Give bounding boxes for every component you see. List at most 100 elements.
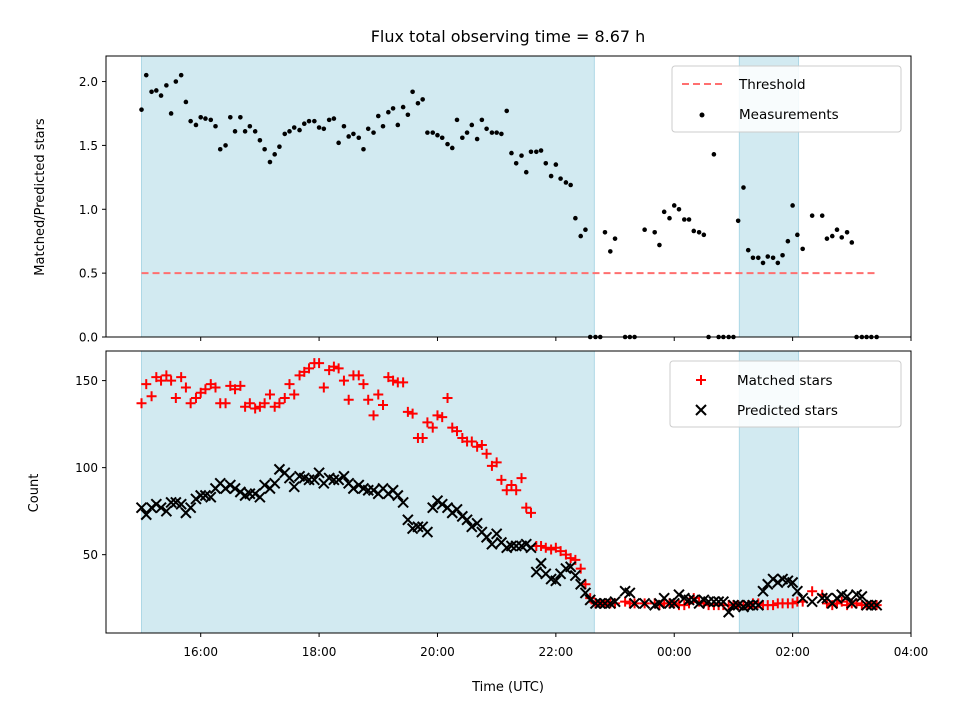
matched-star-point (363, 394, 374, 405)
measurement-point (661, 209, 667, 215)
predicted-star-point (663, 597, 676, 610)
measurement-point (676, 206, 682, 212)
matched-star-points (136, 358, 882, 611)
matched-star-point (491, 457, 502, 468)
measurement-point (262, 146, 267, 152)
predicted-star-point (609, 595, 621, 608)
predicted-star-point (461, 514, 473, 526)
matched-star-point (565, 553, 576, 564)
top-shaded-intervals (141, 55, 800, 338)
measurement-point (563, 180, 569, 185)
predicted-star-point (786, 576, 799, 589)
predicted-star-point (451, 503, 463, 516)
measurement-point (272, 152, 277, 157)
legend-measurements-swatch (699, 112, 705, 118)
measurement-point (696, 229, 702, 235)
measurement-point (608, 249, 613, 254)
measurement-point (198, 115, 204, 120)
predicted-star-point (860, 599, 873, 611)
matched-star-point (318, 382, 329, 393)
measurement-point (509, 150, 514, 156)
top-panel: 0.00.51.01.52.0 Matched/Predicted stars … (33, 55, 912, 345)
predicted-star-point (856, 590, 868, 603)
matched-star-point (398, 377, 409, 388)
measurement-point (346, 134, 351, 139)
matched-star-point (136, 398, 147, 409)
matched-star-point (353, 370, 364, 381)
predicted-star-point (575, 578, 587, 590)
measurement-point (775, 260, 781, 266)
matched-star-point (787, 598, 798, 609)
matched-star-point (620, 596, 631, 607)
x-tick-label: 20:00 (420, 645, 455, 659)
top-y-tick-label: 0.5 (79, 267, 98, 281)
measurement-point (780, 252, 785, 258)
predicted-star-point (480, 531, 493, 543)
matched-star-point (170, 393, 181, 403)
measurement-point (217, 146, 223, 152)
predicted-star-point (841, 590, 853, 603)
matched-star-point (472, 441, 483, 452)
predicted-star-point (471, 517, 483, 530)
predicted-star-point (273, 463, 286, 476)
bottom-panel: 50 100 150 16:00 18:00 20:00 22:00 00:00 02:00 0… (27, 350, 929, 695)
predicted-star-point (796, 592, 809, 604)
measurement-point (306, 118, 312, 124)
measurement-point (410, 89, 415, 95)
measurement-point (760, 260, 766, 266)
measurement-point (750, 255, 756, 261)
measurement-point (800, 246, 805, 252)
measurement-point (242, 129, 248, 134)
measurement-point (460, 135, 465, 141)
measurement-point (297, 127, 302, 133)
matched-star-point (516, 473, 527, 484)
predicted-star-point (194, 489, 207, 502)
measurement-point (203, 116, 208, 121)
measurement-point (178, 72, 184, 78)
measurement-point (548, 173, 554, 179)
bot-y-tick-label: 150 (75, 374, 98, 388)
measurement-point (519, 153, 524, 158)
matched-star-point (304, 363, 315, 374)
measurement-point (642, 227, 647, 233)
measurement-point (365, 126, 371, 132)
predicted-star-point (673, 588, 685, 601)
predicted-star-point (347, 482, 360, 495)
measurement-point (578, 233, 584, 239)
predicted-star-point (427, 501, 439, 514)
legend-measurements-label: Measurements (739, 107, 839, 123)
measurement-point (287, 129, 292, 134)
matched-star-point (176, 372, 187, 383)
measurement-point (375, 113, 381, 119)
predicted-star-point (397, 496, 409, 509)
predicted-star-point (135, 501, 148, 514)
bot-y-tick-label: 100 (75, 461, 98, 475)
measurement-point (223, 143, 228, 148)
predicted-star-point (332, 474, 345, 486)
measurement-point (681, 217, 687, 222)
x-tick-label: 00:00 (657, 645, 692, 659)
measurement-point (543, 160, 549, 166)
measurement-point (267, 159, 273, 165)
measurement-point (277, 144, 282, 149)
x-axis-label: Time (UTC) (471, 680, 544, 695)
measurement-point (528, 149, 534, 155)
predicted-star-point (688, 594, 700, 606)
matched-star-point (546, 544, 557, 555)
matched-star-point (466, 436, 477, 447)
predicted-star-point (308, 474, 321, 486)
measurement-point (755, 255, 761, 261)
top-x-ticks (200, 337, 912, 341)
predicted-star-point (742, 599, 754, 611)
measurement-point (183, 99, 189, 105)
predicted-star-point (683, 594, 695, 606)
predicted-star-point (791, 585, 804, 597)
matched-star-point (289, 389, 300, 400)
measurement-point (553, 162, 559, 167)
matched-star-point (161, 370, 172, 381)
predicted-star-point (594, 597, 606, 610)
predicted-star-point (584, 594, 596, 606)
x-tick-label: 04:00 (894, 645, 929, 659)
measurement-point (361, 146, 366, 152)
measurement-point (445, 141, 450, 147)
